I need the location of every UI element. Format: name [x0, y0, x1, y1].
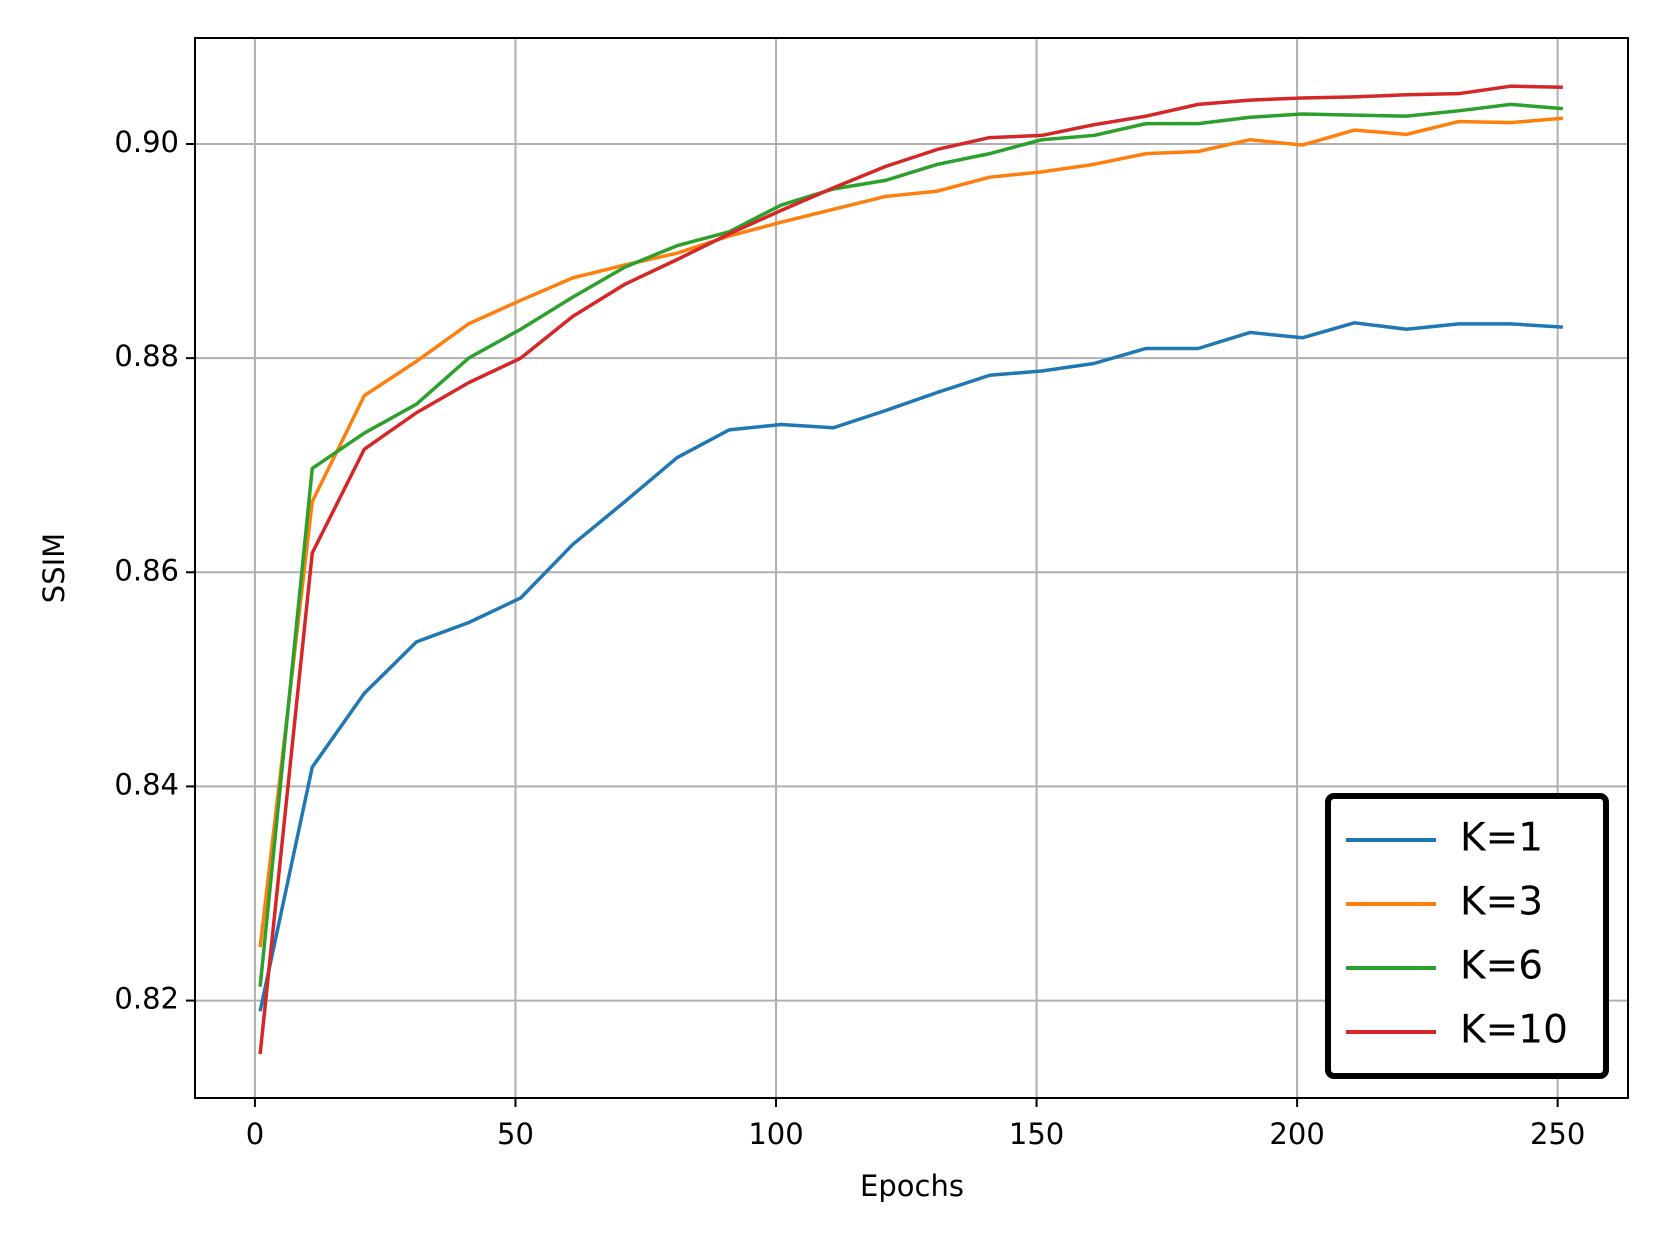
y-tick-label: 0.84 [114, 767, 179, 801]
x-tick-label: 100 [748, 1117, 803, 1151]
x-tick-label: 150 [1009, 1117, 1064, 1151]
y-tick-label: 0.82 [114, 982, 179, 1016]
legend-label: K=6 [1460, 944, 1543, 989]
y-tick-label: 0.88 [114, 339, 179, 373]
x-tick-label: 200 [1269, 1117, 1324, 1151]
legend-label: K=3 [1460, 880, 1543, 925]
legend-box [1325, 793, 1609, 1079]
series-line [258, 102, 1564, 987]
y-axis-label: SSIM [37, 533, 71, 603]
series-line [258, 116, 1564, 948]
x-axis-label: Epochs [860, 1169, 964, 1203]
series-line [258, 321, 1563, 1012]
x-tick-label: 250 [1530, 1117, 1585, 1151]
y-tick-label: 0.86 [114, 553, 179, 587]
y-tick-label: 0.90 [114, 125, 179, 159]
series-line [258, 84, 1563, 1055]
x-tick-label: 0 [246, 1117, 264, 1151]
legend-label: K=10 [1460, 1008, 1568, 1053]
plot-frame [194, 37, 1629, 1099]
x-tick-label: 50 [497, 1117, 534, 1151]
legend-label: K=1 [1460, 816, 1543, 861]
